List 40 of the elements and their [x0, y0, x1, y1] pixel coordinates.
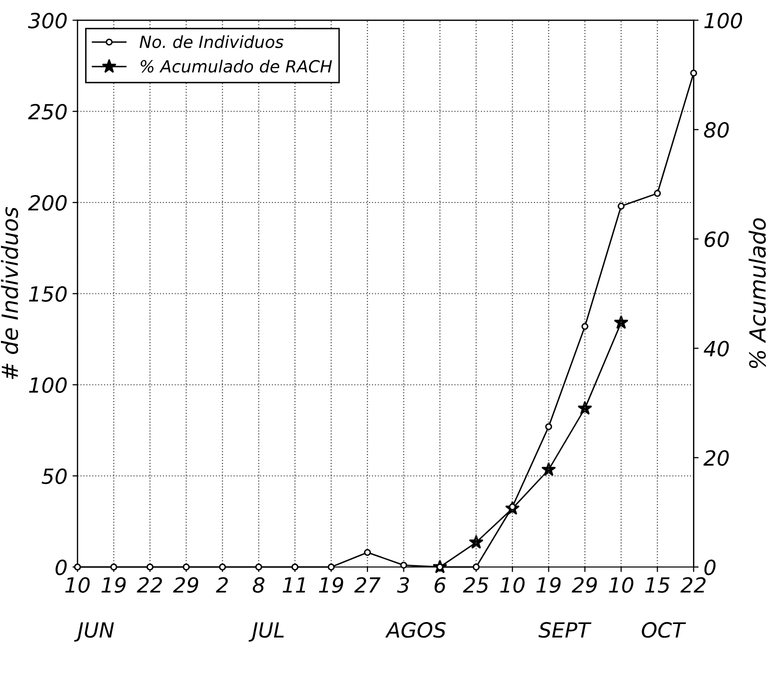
text: AGOS — [385, 622, 446, 638]
y-tick-label: 200 — [28, 194, 67, 211]
x-tick-label: 19 — [318, 577, 344, 593]
y2-tick-label: 80 — [704, 122, 729, 138]
x-tick-label: 27 — [354, 577, 381, 593]
y2-tick-label: 60 — [704, 231, 729, 248]
y-tick-label: 0 — [56, 559, 67, 576]
y-tick-label: 100 — [29, 377, 67, 393]
x-tick-label: 8 — [252, 577, 264, 593]
y-tick-label: 50 — [42, 468, 67, 484]
y2-axis-title: % Acumulado — [748, 218, 766, 368]
x-tick-label: 19 — [536, 577, 561, 593]
y2-tick-label: 20 — [703, 450, 729, 466]
x-tick-label: 10 — [608, 577, 634, 593]
x-tick-label: 29 — [173, 577, 198, 593]
x-tick-label: 22 — [680, 577, 706, 593]
x-tick-label: 3 — [397, 577, 409, 593]
text: JUL — [248, 622, 284, 642]
y-tick-label: 300 — [28, 12, 67, 28]
y-tick-label: 250 — [28, 104, 67, 120]
y2-tick-label: 0 — [704, 559, 716, 576]
text: OCT — [642, 622, 686, 638]
y2-tick-label: 40 — [704, 340, 729, 357]
x-tick-label: 6 — [434, 577, 446, 593]
legend-label: No. de Individuos — [140, 35, 284, 48]
x-tick-label: 29 — [572, 577, 597, 593]
x-tick-label: 19 — [102, 577, 126, 593]
x-tick-label: 10 — [500, 577, 525, 593]
text: SEPT — [538, 622, 592, 638]
text: JUN — [74, 622, 114, 642]
y2-tick-label: 100 — [704, 12, 742, 28]
legend-label: % Acumulado de RACH — [140, 60, 332, 73]
y-axis-title: # de Individuos — [0, 207, 18, 380]
x-tick-label: 2 — [216, 577, 228, 593]
x-tick-label: 15 — [645, 577, 670, 593]
x-tick-label: 25 — [462, 577, 488, 593]
x-tick-label: 10 — [65, 577, 90, 593]
x-tick-label: 11 — [282, 577, 306, 593]
x-tick-label: 22 — [136, 577, 162, 593]
y-tick-label: 150 — [29, 286, 67, 302]
